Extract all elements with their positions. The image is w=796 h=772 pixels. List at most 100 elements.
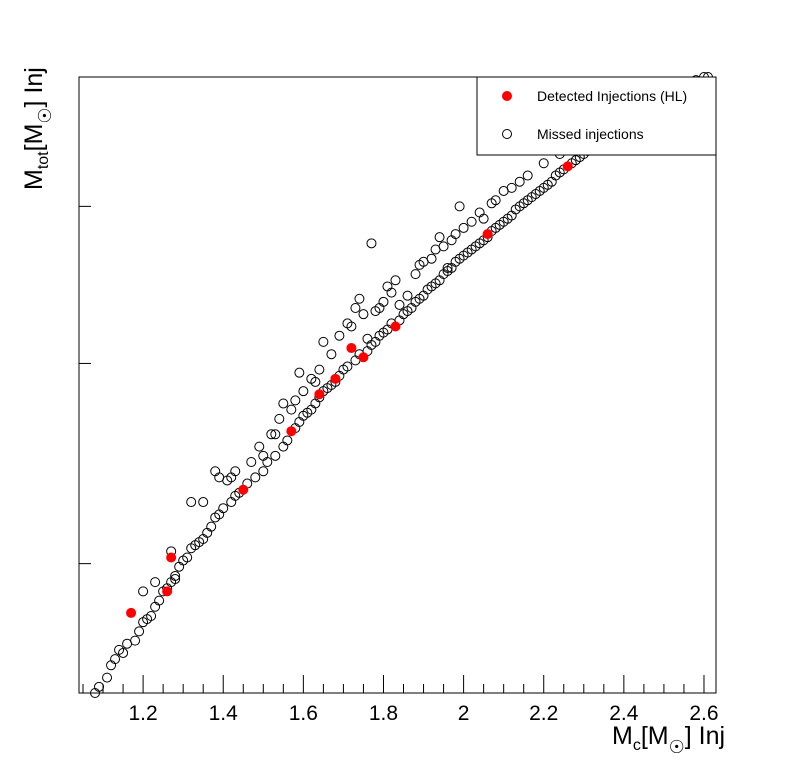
missed-injection-point (454, 201, 465, 212)
y-axis-title-sub: tot (35, 151, 52, 169)
missed-injection-point (298, 386, 309, 397)
detected-injection-point (482, 229, 493, 240)
x-axis-title-sub: c (633, 737, 641, 754)
missed-injection-point (334, 330, 345, 341)
missed-injection-point (294, 367, 305, 378)
missed-injection-point (278, 398, 289, 409)
missed-injection-point (402, 290, 413, 301)
missed-injection-point (346, 321, 357, 332)
missed-injection-point (378, 296, 389, 307)
missed-injection-point (94, 681, 105, 692)
missed-injection-point (466, 216, 477, 227)
x-tick-label: 2.6 (689, 702, 718, 725)
missed-injection-point (310, 376, 321, 387)
missed-injection-point (146, 611, 157, 621)
missed-injection-point (410, 269, 421, 280)
legend-label-missed: Missed injections (537, 126, 644, 142)
missed-injection-point (170, 570, 181, 581)
missed-injection-point (342, 361, 353, 372)
missed-injection-point (134, 626, 145, 637)
x-tick-label: 1.2 (128, 702, 157, 725)
y-axis-title-tail: ] Inj (20, 67, 48, 107)
missed-injection-point (250, 472, 261, 483)
missed-injection-point (362, 333, 373, 344)
missed-injection-point (438, 241, 449, 252)
x-tick-label: 1.6 (289, 702, 318, 725)
legend: Detected Injections (HL) Missed injectio… (476, 76, 717, 156)
legend-marker-detected (502, 91, 512, 101)
detected-injection-point (390, 321, 401, 332)
detected-injection-point (286, 426, 297, 437)
missed-injection-point (506, 182, 517, 193)
legend-label-detected: Detected Injections (HL) (537, 88, 687, 104)
missed-injection-point (458, 222, 469, 233)
legend-marker-missed (502, 129, 512, 139)
detected-injection-point (330, 373, 341, 384)
missed-injection-point (426, 253, 437, 264)
missed-injection-point (254, 441, 265, 452)
missed-injection-point (206, 521, 217, 532)
missed-injection-point (266, 429, 277, 440)
x-tick-label: 1.4 (209, 702, 239, 725)
detected-injections-series (126, 161, 573, 618)
missed-injection-point (102, 672, 113, 683)
x-tick-label: 2.2 (529, 702, 558, 725)
missed-injection-point (218, 503, 229, 514)
missed-injection-point (290, 395, 301, 406)
missed-injection-point (258, 450, 269, 461)
detected-injection-point (346, 343, 357, 354)
missed-injection-point (182, 552, 193, 563)
missed-injection-point (154, 595, 165, 606)
x-tick-label: 2 (458, 702, 470, 725)
missed-injection-point (258, 466, 269, 477)
x-axis-ticks: 1.2 1.4 1.6 1.8 2 2.2 2.4 2.6 (82, 675, 719, 725)
missed-injection-point (170, 574, 181, 585)
missed-injection-point (246, 457, 257, 467)
detected-injection-point (238, 484, 249, 495)
missed-injection-point (390, 275, 401, 286)
y-axis-title: Mtot[M☉] Inj (20, 67, 55, 190)
detected-injection-point (162, 586, 173, 597)
missed-injection-point (110, 654, 121, 665)
missed-injection-point (354, 293, 365, 304)
legend-box (476, 76, 717, 156)
missed-injection-point (282, 435, 293, 446)
plot-frame (78, 76, 717, 694)
x-axis-title-rest: [M (641, 722, 669, 750)
missed-injection-point (326, 349, 337, 360)
y-axis-title-main: M (20, 169, 48, 190)
missed-injection-point (314, 364, 325, 375)
missed-injection-point (198, 497, 209, 508)
detected-injection-point (126, 607, 137, 618)
detected-injection-point (166, 552, 177, 563)
x-axis-title-sun: ☉ (669, 737, 685, 757)
missed-injection-point (442, 262, 453, 273)
detected-injection-point (314, 389, 325, 400)
missed-injection-point (150, 577, 161, 588)
y-axis-title-rest: [M (20, 124, 48, 152)
detected-injection-point (562, 161, 573, 172)
detected-injection-point (358, 352, 369, 363)
missed-injection-point (274, 413, 285, 424)
missed-injection-point (138, 586, 149, 597)
x-axis-title: Mc[M☉] Inj (612, 722, 725, 757)
missed-injection-point (318, 336, 329, 347)
y-axis-ticks (79, 205, 91, 565)
missed-injection-point (490, 195, 501, 206)
missed-injection-point (270, 429, 281, 440)
missed-injection-point (286, 404, 297, 415)
missed-injection-point (434, 232, 445, 243)
missed-injection-point (186, 497, 197, 508)
missed-injection-point (522, 170, 533, 181)
x-axis-title-main: M (612, 722, 633, 750)
missed-injection-point (386, 287, 397, 298)
missed-injection-point (130, 635, 141, 646)
missed-injection-point (270, 450, 281, 461)
missed-injection-point (478, 213, 489, 224)
missed-injection-point (350, 303, 361, 313)
missed-injection-point (358, 309, 369, 320)
missed-injection-point (230, 466, 241, 477)
x-tick-label: 1.8 (369, 702, 398, 725)
missed-injection-point (366, 238, 377, 249)
